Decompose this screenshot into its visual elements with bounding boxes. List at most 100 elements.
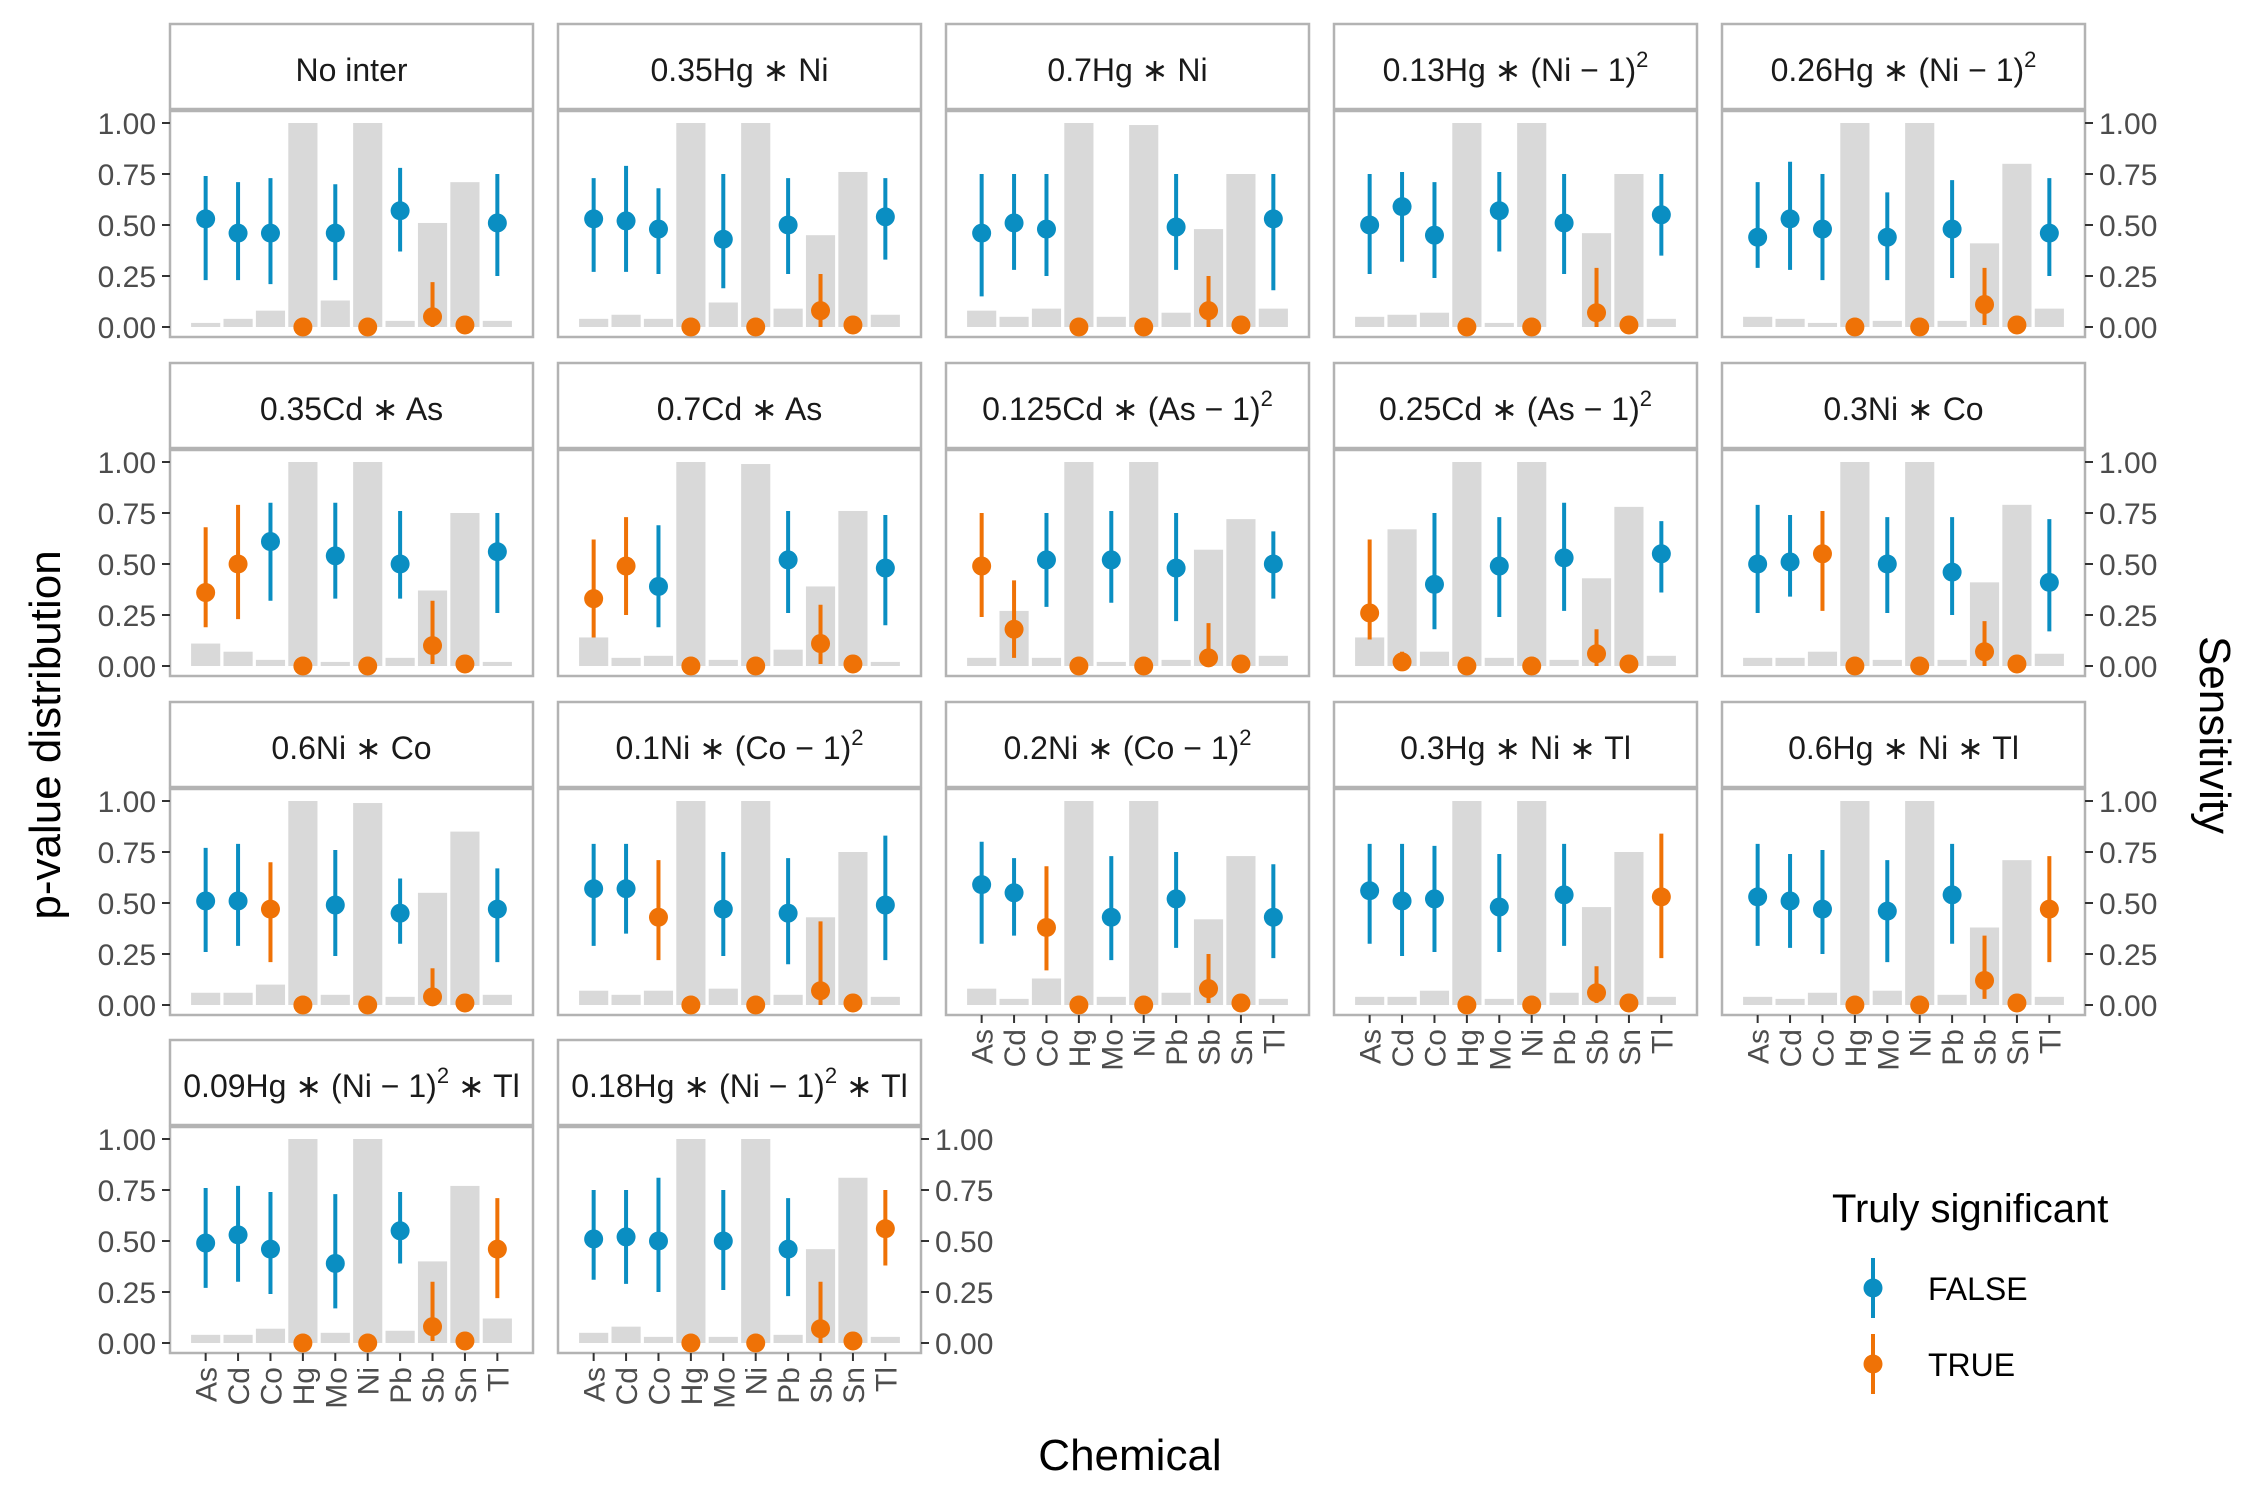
sensitivity-bar-hg xyxy=(676,1139,706,1343)
y-tick-label-left: 0.00 xyxy=(98,312,156,345)
facet-panel: 0.13Hg ∗ (Ni − 1)2 xyxy=(1332,22,1699,339)
sensitivity-bar-sn xyxy=(1614,506,1644,666)
p-value-median-hg xyxy=(681,1333,701,1353)
y-tick-label-right: 0.00 xyxy=(2099,651,2157,684)
facet-title: No inter xyxy=(295,52,407,88)
p-value-median-sn xyxy=(2007,993,2027,1013)
sensitivity-bar-as xyxy=(1743,657,1773,666)
sensitivity-bar-mo xyxy=(320,661,350,666)
p-value-median-mo xyxy=(1101,907,1121,927)
facet-strip xyxy=(556,1038,923,1127)
p-value-median-hg xyxy=(1069,317,1089,337)
sensitivity-bar-sn xyxy=(1226,519,1256,666)
sensitivity-bar-cd xyxy=(1387,314,1417,327)
x-tick-label-pb: Pb xyxy=(1549,1029,1582,1066)
sensitivity-bar-mo xyxy=(320,1332,350,1343)
x-tick-label-hg: Hg xyxy=(288,1367,321,1405)
legend-title: Truly significant xyxy=(1832,1187,2108,1231)
sensitivity-bar-pb xyxy=(385,996,415,1005)
x-tick-label-as: As xyxy=(967,1029,1000,1064)
sensitivity-bar-ni xyxy=(1517,123,1547,327)
p-value-median-hg xyxy=(1069,995,1089,1015)
sensitivity-bar-sn xyxy=(2002,860,2032,1005)
sensitivity-bar-pb xyxy=(1161,659,1191,666)
p-value-median-hg xyxy=(1845,995,1865,1015)
x-tick-label-ni: Ni xyxy=(1905,1029,1938,1057)
facet-title-part: (Ni − 1) xyxy=(719,1068,825,1104)
legend-item-true: TRUE xyxy=(1863,1334,2015,1394)
sensitivity-bar-hg xyxy=(1064,801,1094,1005)
sensitivity-bar-sn xyxy=(1226,856,1256,1005)
facet-title-part: (As − 1) xyxy=(1527,391,1640,427)
facet-strip xyxy=(944,22,1311,111)
sensitivity-bar-co xyxy=(1419,651,1450,666)
sensitivity-bar-mo xyxy=(708,659,738,666)
sensitivity-bar-hg xyxy=(676,462,706,666)
sensitivity-bar-co xyxy=(643,655,674,666)
p-value-median-co xyxy=(648,576,668,596)
facet-panel: 0.6Ni ∗ Co 0.00 0.25 0.50 0.75 1.00 xyxy=(98,700,535,1023)
facet-panel-border xyxy=(556,787,923,1017)
sensitivity-bar-mo xyxy=(1872,320,1902,327)
sensitivity-bar-cd xyxy=(223,992,253,1005)
sensitivity-bar-sn xyxy=(838,510,868,666)
p-value-median-tl xyxy=(487,213,507,233)
y-axis-title-right: Sensitivity xyxy=(2190,636,2239,834)
sensitivity-bar-as xyxy=(579,637,609,666)
p-value-median-sn xyxy=(843,993,863,1013)
x-tick-label-sn: Sn xyxy=(1614,1029,1647,1066)
facet-panel: 0.7Cd ∗ As xyxy=(556,361,923,678)
p-value-median-sb xyxy=(1199,648,1219,668)
facet-strip-rule xyxy=(946,786,1309,789)
sensitivity-bar-ni xyxy=(1905,462,1935,666)
y-tick-label-left: 0.00 xyxy=(98,990,156,1023)
sensitivity-bar-sn xyxy=(450,182,480,327)
sensitivity-bar-hg xyxy=(1840,801,1870,1005)
y-tick-label-left: 1.00 xyxy=(98,786,156,819)
sensitivity-bar-co xyxy=(643,990,674,1005)
y-tick-label-left: 1.00 xyxy=(98,1124,156,1157)
x-tick-label-as: As xyxy=(1743,1029,1776,1064)
p-value-median-tl xyxy=(1263,907,1283,927)
p-value-median-co xyxy=(648,1231,668,1251)
facet-panel-border xyxy=(1332,109,1699,339)
sensitivity-bar-pb xyxy=(773,649,803,666)
p-value-median-mo xyxy=(325,223,345,243)
p-value-median-co xyxy=(1424,889,1444,909)
p-value-median-pb xyxy=(778,903,798,923)
sensitivity-bar-pb xyxy=(1549,992,1579,1005)
p-value-median-sb xyxy=(1587,983,1607,1003)
p-value-median-hg xyxy=(1069,656,1089,676)
p-value-median-hg xyxy=(1457,656,1477,676)
sensitivity-bar-as xyxy=(1743,316,1773,327)
sensitivity-bar-co xyxy=(255,659,286,666)
p-value-median-ni xyxy=(358,656,378,676)
p-value-median-as xyxy=(1748,887,1768,907)
facet-strip-rule xyxy=(170,786,533,789)
sensitivity-bar-cd xyxy=(999,316,1029,327)
legend-label-false: FALSE xyxy=(1928,1271,2028,1307)
p-value-median-mo xyxy=(1489,556,1509,576)
p-value-median-sb xyxy=(1587,303,1607,323)
p-value-median-mo xyxy=(713,1231,733,1251)
p-value-median-tl xyxy=(1263,554,1283,574)
sensitivity-bar-ni xyxy=(1905,123,1935,327)
y-tick-label-right: 0.25 xyxy=(2099,600,2157,633)
x-tick-label-ni: Ni xyxy=(353,1367,386,1395)
sensitivity-bar-mo xyxy=(1096,996,1126,1005)
p-value-median-sb xyxy=(1975,971,1995,991)
p-value-median-mo xyxy=(1489,201,1509,221)
facet-title: 0.6Ni ∗ Co xyxy=(271,730,431,766)
p-value-median-hg xyxy=(1845,317,1865,337)
sensitivity-bar-ni xyxy=(1129,125,1159,327)
facet-title-exponent: 2 xyxy=(1640,386,1652,411)
y-tick-label-right: 0.00 xyxy=(2099,990,2157,1023)
sensitivity-bar-sn xyxy=(1226,174,1256,327)
p-value-median-as xyxy=(972,223,992,243)
facet-title: 0.2Ni ∗ (Co − 1)2 xyxy=(1003,725,1251,766)
facet-title-part: 0.18Hg ∗ xyxy=(571,1068,719,1104)
legend: Truly significant FALSE TRUE xyxy=(1832,1187,2108,1394)
facet-title: 0.35Hg ∗ Ni xyxy=(651,52,829,88)
sensitivity-bar-tl xyxy=(870,1336,900,1343)
